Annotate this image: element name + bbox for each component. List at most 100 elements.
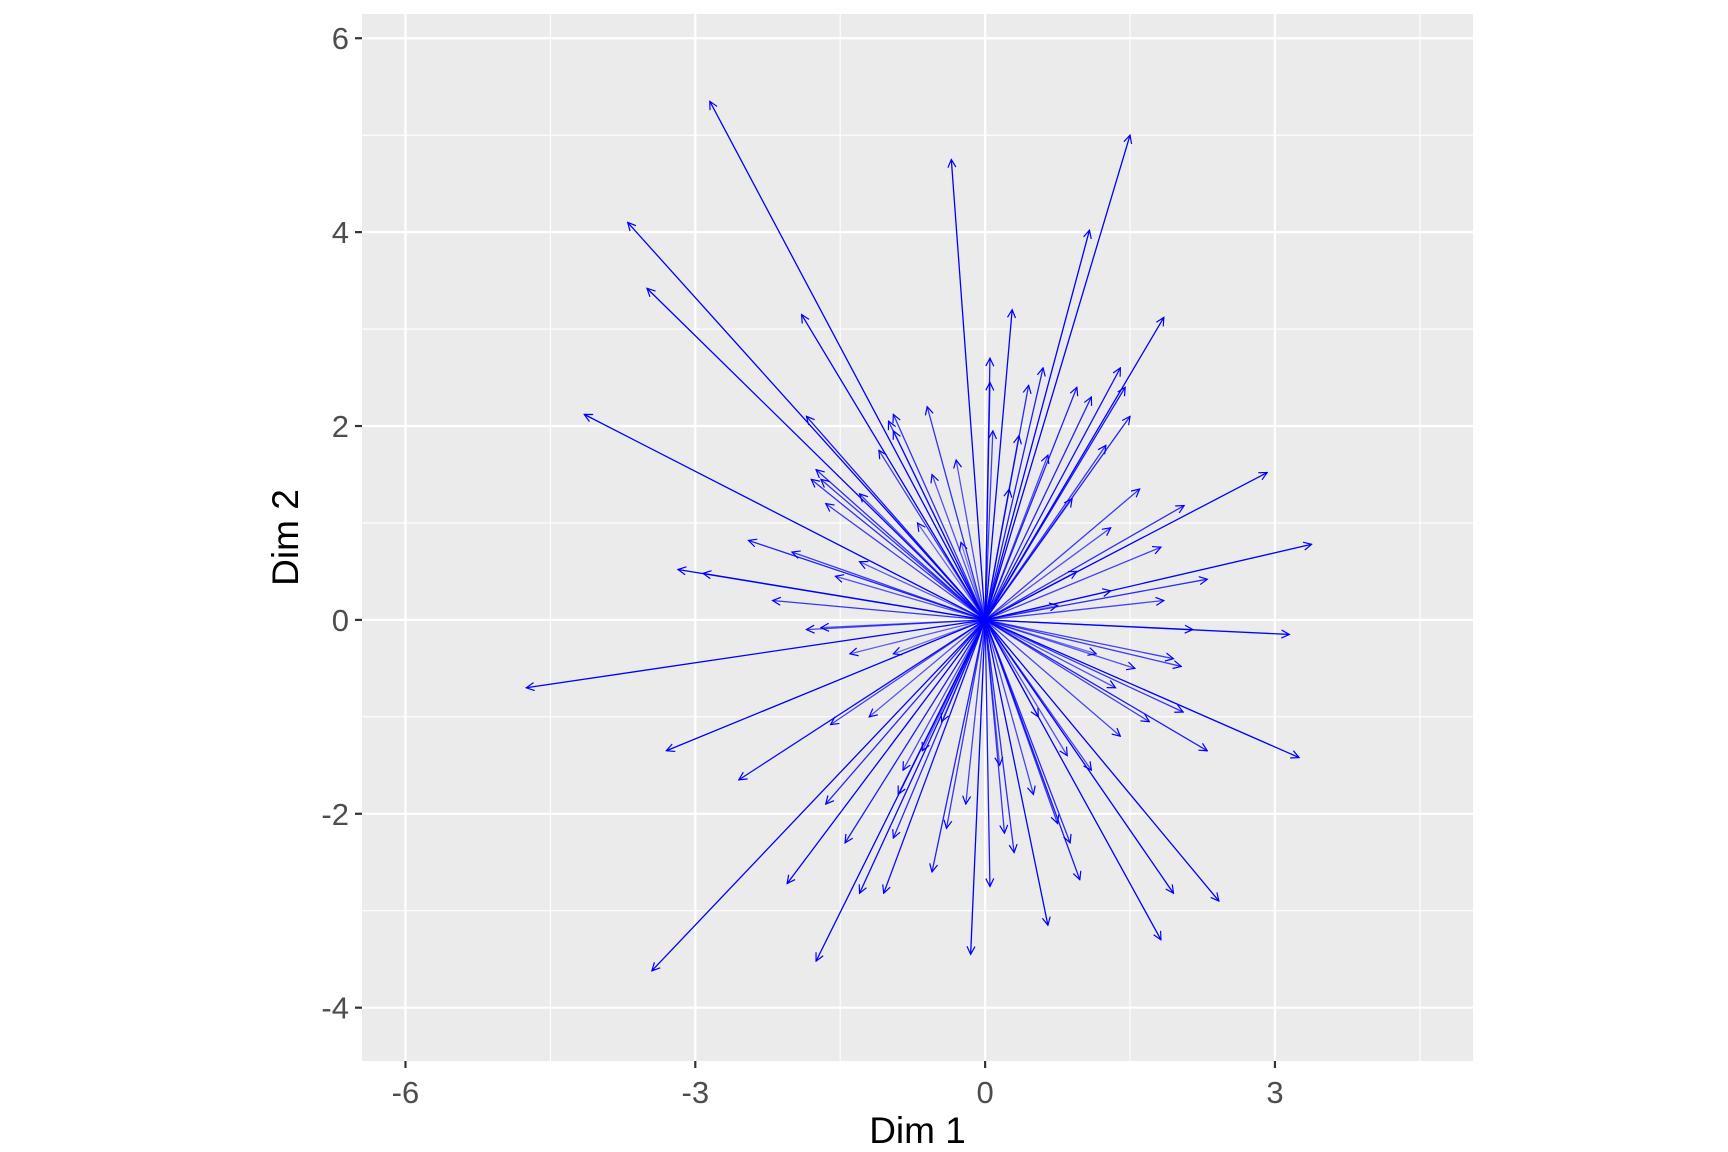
vector-arrow: [984, 431, 993, 620]
x-tick-label: 3: [1266, 1075, 1283, 1110]
vector-arrow: [984, 619, 1115, 688]
vector-arrow: [792, 552, 986, 621]
vector-arrow: [984, 619, 1183, 712]
y-tick-label: -4: [321, 991, 349, 1026]
x-tick-label: -3: [682, 1075, 710, 1110]
y-tick-label: 6: [332, 21, 349, 56]
vector-arrow: [984, 382, 990, 620]
vector-arrow: [984, 619, 1038, 717]
vector-arrow: [984, 591, 1111, 621]
vector-arrow: [806, 416, 986, 621]
vector-arrow: [984, 397, 1091, 621]
vector-arrow: [984, 619, 1033, 795]
vector-arrow: [816, 470, 986, 621]
vector-arrow: [739, 619, 986, 780]
vector-arrow: [703, 573, 986, 621]
y-tick-label: 4: [332, 215, 349, 250]
x-axis: -6 -3 0 3: [392, 1061, 1284, 1110]
vector-arrow: [985, 601, 1164, 621]
vector-arrow: [526, 619, 986, 688]
vector-arrow: [927, 407, 986, 621]
vector-arrow: [984, 619, 1181, 667]
vector-arrow: [932, 619, 986, 872]
y-axis: -4 -2 0 2 4 6: [321, 21, 362, 1026]
vector-arrow: [903, 619, 986, 770]
vector-arrow: [951, 159, 986, 620]
vector-arrow: [984, 499, 1072, 621]
vector-arrow: [984, 619, 1057, 824]
x-axis-title: Dim 1: [869, 1110, 966, 1151]
vector-arrow: [985, 579, 1207, 621]
vector-arrow: [893, 619, 986, 654]
vector-arrow: [773, 601, 986, 621]
vector-arrow: [946, 619, 986, 828]
y-tick-label: -2: [321, 797, 349, 832]
vector-arrow: [845, 619, 986, 843]
vector-arrows: [526, 101, 1311, 971]
vector-arrow: [942, 619, 986, 722]
vector-arrow: [966, 619, 986, 804]
vector-arrow: [984, 619, 1120, 736]
vector-arrow: [984, 135, 1130, 621]
vector-arrow: [984, 571, 1077, 621]
vector-arrow: [984, 619, 1173, 659]
vector-arrow: [984, 368, 1043, 621]
y-tick-label: 0: [332, 603, 349, 638]
vector-arrow: [984, 455, 1048, 621]
vector-arrow: [984, 506, 1184, 621]
vector-arrow: [984, 619, 1173, 893]
vector-arrow: [984, 619, 1048, 925]
vector-arrow: [584, 414, 986, 621]
vector-arrow: [869, 619, 986, 717]
vector-arrow: [932, 474, 986, 621]
vector-arrow: [647, 288, 986, 621]
vector-arrow: [984, 547, 1161, 621]
vector-arrow: [984, 619, 1070, 843]
vector-arrow: [652, 619, 986, 971]
plot-panel: [362, 14, 1473, 1061]
vector-arrow: [984, 528, 1111, 621]
vector-arrow: [918, 523, 986, 621]
vector-arrow: [826, 619, 986, 804]
vector-arrow: [984, 310, 1012, 620]
vector-arrow: [893, 431, 986, 621]
grid-minor: [362, 14, 1473, 1061]
vector-arrow: [893, 414, 986, 621]
vector-arrow: [850, 619, 986, 654]
vector-arrow: [860, 562, 986, 621]
vector-arrow: [831, 619, 986, 725]
vector-arrow: [884, 619, 986, 893]
vector-arrow: [984, 619, 1014, 853]
vector-arrow: [984, 605, 1057, 621]
vector-arrow: [984, 619, 1091, 770]
vector-arrow: [787, 619, 986, 884]
vector-arrow: [802, 315, 986, 621]
vector-arrow: [984, 619, 1149, 722]
vector-arrow: [956, 460, 986, 621]
vector-arrow: [984, 619, 1207, 751]
vector-arrow: [710, 101, 986, 621]
vector-arrow: [811, 479, 986, 621]
grid-major: [362, 14, 1473, 1061]
vector-arrow: [821, 479, 986, 621]
vector-arrow: [984, 619, 1219, 901]
vector-arrow: [984, 387, 1125, 621]
vector-arrow: [984, 489, 1140, 621]
vector-arrow: [971, 619, 986, 954]
x-tick-label: -6: [392, 1075, 420, 1110]
vector-arrow: [984, 436, 1019, 621]
x-tick-label: 0: [977, 1075, 994, 1110]
vector-arrow: [985, 619, 1193, 630]
y-tick-label: 2: [332, 409, 349, 444]
vector-arrow: [826, 504, 986, 621]
vector-arrow: [984, 619, 1004, 833]
vector-arrow: [860, 619, 986, 893]
vector-arrow: [984, 619, 1299, 758]
vector-arrow: [879, 450, 986, 621]
vector-arrow: [984, 368, 1120, 621]
vector-arrow: [860, 494, 986, 621]
vector-arrow: [835, 576, 986, 621]
vector-arrow: [666, 619, 986, 751]
vector-arrow: [821, 619, 986, 628]
